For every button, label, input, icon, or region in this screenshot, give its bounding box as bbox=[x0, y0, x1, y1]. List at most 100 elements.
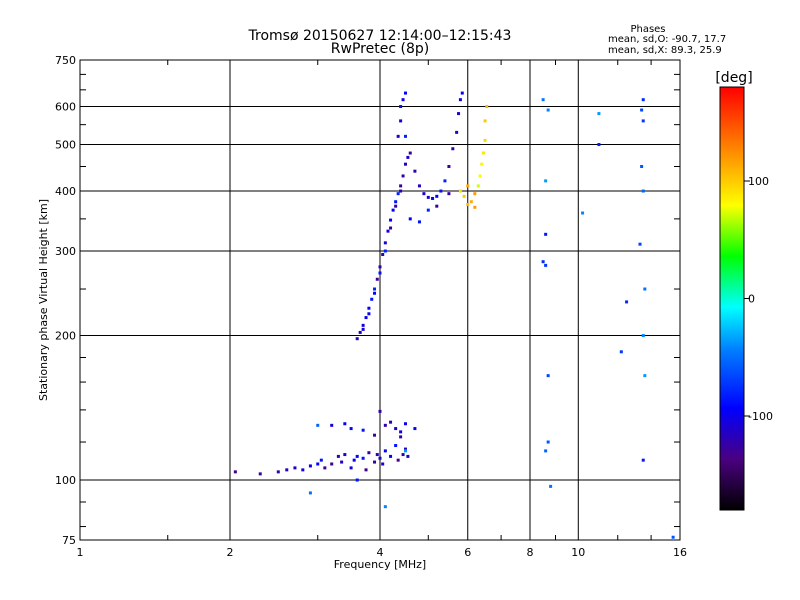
data-point bbox=[546, 440, 550, 444]
data-point bbox=[383, 249, 387, 253]
stats-x-mode: mean, sd,X: 89.3, 25.9 bbox=[608, 45, 722, 56]
data-point bbox=[480, 162, 484, 166]
data-point bbox=[391, 208, 395, 212]
x-tick-label: 1 bbox=[77, 546, 84, 559]
x-tick-label: 2 bbox=[227, 546, 234, 559]
data-point bbox=[403, 134, 407, 138]
y-tick-labels: 75 100 200 300 400 500 600 750 bbox=[55, 54, 76, 547]
data-point bbox=[451, 147, 455, 151]
data-point bbox=[358, 330, 362, 334]
data-point bbox=[619, 350, 623, 354]
data-point bbox=[435, 194, 439, 198]
x-tick-label: 6 bbox=[464, 546, 471, 559]
data-point bbox=[643, 374, 647, 378]
data-point bbox=[381, 462, 385, 466]
data-point bbox=[399, 119, 403, 123]
data-point bbox=[336, 454, 340, 458]
data-point bbox=[457, 112, 461, 116]
data-point bbox=[352, 458, 356, 462]
x-tick-label: 10 bbox=[571, 546, 585, 559]
data-point bbox=[641, 334, 645, 338]
data-point bbox=[406, 155, 410, 159]
data-point bbox=[641, 458, 645, 462]
data-point bbox=[406, 454, 410, 458]
colorbar-tick-label: 100 bbox=[748, 175, 769, 188]
data-point bbox=[293, 466, 297, 470]
data-point bbox=[355, 478, 359, 482]
axis-ticks bbox=[80, 60, 680, 540]
data-point bbox=[439, 189, 443, 193]
data-point bbox=[544, 263, 548, 267]
data-point bbox=[581, 211, 585, 215]
y-tick-label: 75 bbox=[62, 534, 76, 547]
stats-heading: Phases bbox=[630, 24, 665, 35]
data-point bbox=[399, 430, 403, 434]
data-point bbox=[541, 98, 545, 102]
data-points bbox=[233, 91, 675, 539]
data-point bbox=[403, 422, 407, 426]
colorbar-gradient bbox=[719, 86, 745, 511]
plot-area: 1 2 4 6 8 10 16 75 100 200 300 400 500 600 750 bbox=[55, 54, 687, 559]
y-tick-label: 750 bbox=[55, 54, 76, 67]
y-tick-label: 500 bbox=[55, 139, 76, 152]
data-point bbox=[396, 134, 400, 138]
data-point bbox=[478, 174, 482, 178]
y-tick-label: 400 bbox=[55, 185, 76, 198]
data-point bbox=[399, 189, 403, 193]
data-point bbox=[330, 462, 334, 466]
data-point bbox=[340, 460, 344, 464]
colorbar-ticks: 100 0 -100 bbox=[744, 175, 773, 423]
data-point bbox=[403, 162, 407, 166]
data-point bbox=[399, 184, 403, 188]
data-point bbox=[370, 297, 374, 301]
data-point bbox=[373, 433, 377, 437]
data-point bbox=[383, 449, 387, 453]
data-point bbox=[399, 105, 403, 109]
data-point bbox=[544, 449, 548, 453]
data-point bbox=[394, 204, 398, 208]
data-point bbox=[483, 138, 487, 142]
data-point bbox=[413, 427, 417, 431]
data-point bbox=[401, 174, 405, 178]
colorbar-tick-label: 0 bbox=[748, 293, 755, 306]
y-tick-label: 600 bbox=[55, 101, 76, 114]
data-point bbox=[233, 470, 237, 474]
data-point bbox=[394, 200, 398, 204]
data-point bbox=[671, 535, 675, 539]
x-axis-label: Frequency [MHz] bbox=[334, 558, 426, 571]
data-point bbox=[389, 454, 393, 458]
data-point bbox=[625, 300, 629, 304]
data-point bbox=[301, 468, 305, 472]
data-point bbox=[455, 130, 459, 134]
data-point bbox=[417, 220, 421, 224]
data-point bbox=[394, 427, 398, 431]
data-point bbox=[466, 202, 470, 206]
data-point bbox=[447, 192, 451, 196]
data-point bbox=[546, 108, 550, 112]
data-point bbox=[367, 306, 371, 310]
y-tick-label: 200 bbox=[55, 330, 76, 343]
colorbar-label: [deg] bbox=[715, 70, 752, 86]
data-point bbox=[361, 323, 365, 327]
data-point bbox=[361, 327, 365, 331]
chart-title: Tromsø 20150627 12:14:00–12:15:43 bbox=[248, 28, 512, 44]
data-point bbox=[640, 108, 644, 112]
data-point bbox=[417, 184, 421, 188]
data-point bbox=[367, 312, 371, 316]
data-point bbox=[316, 423, 320, 427]
data-point bbox=[308, 464, 312, 468]
data-point bbox=[394, 444, 398, 448]
data-point bbox=[431, 196, 435, 200]
data-point bbox=[435, 204, 439, 208]
data-point bbox=[375, 453, 379, 457]
data-point bbox=[641, 189, 645, 193]
x-tick-label: 16 bbox=[673, 546, 687, 559]
data-point bbox=[373, 291, 377, 295]
data-point bbox=[466, 184, 470, 188]
data-point bbox=[389, 420, 393, 424]
x-tick-label: 4 bbox=[377, 546, 384, 559]
y-axis-label: Stationary phase Virtual Height [km] bbox=[37, 199, 50, 401]
data-point bbox=[544, 232, 548, 236]
data-point bbox=[408, 151, 412, 155]
